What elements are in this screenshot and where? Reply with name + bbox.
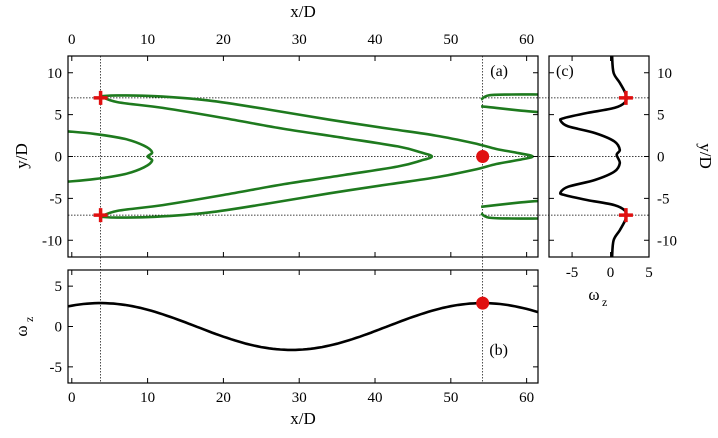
panel-b-x-ticklabel-bottom-6: 60 [519, 390, 534, 406]
panel-c-y-ticklabel-2: 0 [657, 150, 665, 166]
panel-c-plot-area [558, 55, 633, 258]
contour-line-1 [100, 94, 434, 219]
vorticity-profile-0 [558, 55, 628, 258]
contour-line-0 [100, 94, 535, 219]
panel-b-label: (b) [489, 342, 508, 359]
contour-line-3 [480, 93, 539, 101]
panel-a-top-xlabel: x/D [290, 2, 316, 21]
vorticity-curve [67, 301, 539, 352]
panel-b-frame [67, 269, 539, 384]
panel-a-x-ticklabel-top-6: 60 [519, 32, 534, 48]
panel-c-label: (c) [556, 63, 574, 80]
panel-a-ylabel: y/D [12, 143, 31, 169]
panel-b-ylabel: ω [12, 325, 31, 336]
panel-c-y-ticklabel-1: 5 [657, 108, 665, 124]
panel-a-x-ticklabel-top-4: 40 [368, 32, 383, 48]
panel-c-xlabel-subscript: z [602, 295, 607, 309]
panel-a-y-ticklabel-1: 5 [55, 108, 63, 124]
panel-c-x-ticklabel-bottom-1: 0 [607, 265, 615, 281]
panel-b-y-ticklabel-0: 5 [55, 279, 63, 295]
panel-b-x-ticklabel-bottom-1: 10 [140, 390, 155, 406]
panel-b-y-ticklabel-2: -5 [50, 360, 63, 376]
panel-c-x-ticklabel-bottom-0: -5 [566, 265, 579, 281]
panel-b-x-ticklabel-bottom-3: 30 [292, 390, 307, 406]
panel-c-xlabel: ω [588, 285, 599, 304]
panel-c-y-ticklabel-0: 10 [657, 66, 672, 82]
panel-c-x-ticklabel-bottom-2: 5 [645, 265, 653, 281]
dot-marker-a-0 [476, 150, 490, 163]
panel-a-y-ticklabel-4: -10 [42, 233, 62, 249]
panel-b-x-ticklabel-bottom-4: 40 [368, 390, 383, 406]
cross-marker-a-1 [93, 208, 108, 223]
cross-marker-a-0 [93, 90, 108, 105]
panel-c: -5 0 5 10 5 0 -5 -10 (c) ω z y/D [548, 55, 715, 309]
contour-line-6 [480, 199, 539, 209]
panel-a-x-ticklabel-top-1: 10 [140, 32, 155, 48]
panel-a-x-ticklabel-top-5: 50 [443, 32, 458, 48]
panel-a-y-ticklabel-0: 10 [47, 66, 62, 82]
panel-a-y-ticklabel-3: -5 [50, 191, 63, 207]
panel-a-plot-area [67, 56, 649, 383]
contour-line-2 [67, 130, 154, 183]
panel-b-xlabel: x/D [290, 409, 316, 428]
panel-c-ticks: -5 0 5 10 5 0 -5 -10 [549, 56, 677, 281]
contour-line-4 [480, 105, 539, 114]
cross-marker-c-1 [618, 208, 633, 223]
cross-marker-c-0 [618, 90, 633, 105]
panel-b-ylabel-subscript: z [22, 317, 36, 322]
contour-line-5 [480, 212, 539, 220]
panel-b-y-ticklabel-1: 0 [55, 320, 63, 336]
panel-c-y-ticklabel-3: -5 [657, 191, 670, 207]
panel-a-y-ticklabel-2: 0 [55, 150, 63, 166]
dot-marker-b-0 [476, 296, 490, 310]
panel-b-plot-area [67, 296, 539, 352]
panel-c-ylabel: y/D [696, 143, 715, 169]
panel-a-label: (a) [490, 63, 508, 80]
panel-c-y-ticklabel-4: -10 [657, 233, 677, 249]
panel-b-x-ticklabel-bottom-2: 20 [216, 390, 231, 406]
panel-a-x-ticklabel-top-0: 0 [68, 32, 76, 48]
panel-b-x-ticklabel-bottom-5: 50 [443, 390, 458, 406]
panel-b-x-ticklabel-bottom-0: 0 [68, 390, 76, 406]
panel-a-x-ticklabel-top-3: 30 [292, 32, 307, 48]
panel-a-x-ticklabel-top-2: 20 [216, 32, 231, 48]
